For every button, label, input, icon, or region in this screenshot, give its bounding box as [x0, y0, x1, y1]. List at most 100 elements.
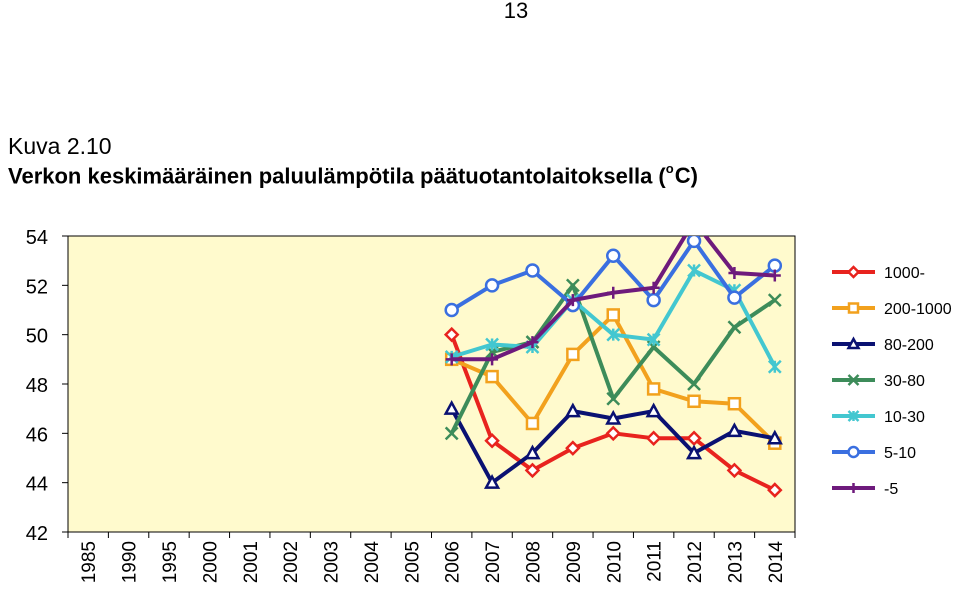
data-point — [847, 445, 860, 459]
legend-item: 80-200 — [832, 336, 934, 354]
legend-label: 10-30 — [884, 409, 925, 426]
x-tick-label: 1995 — [160, 541, 181, 583]
series-80-200 — [443, 400, 783, 489]
y-tick-label: 46 — [26, 424, 48, 446]
data-point — [686, 236, 702, 249]
data-point — [727, 290, 742, 305]
data-point — [727, 396, 742, 411]
data-point — [526, 336, 539, 349]
data-point — [846, 265, 861, 279]
data-point — [443, 326, 460, 343]
data-point — [605, 409, 622, 425]
data-point — [726, 422, 743, 438]
data-point — [443, 400, 460, 415]
data-point — [646, 382, 661, 396]
data-point — [483, 474, 501, 489]
data-point — [645, 402, 662, 418]
legend-label: 1000- — [884, 265, 925, 282]
data-point — [607, 286, 620, 299]
legend-item: 30-80 — [832, 373, 925, 390]
legend-label: 200-1000 — [884, 301, 952, 318]
data-point — [846, 336, 861, 350]
x-tick-label: 1990 — [120, 541, 141, 583]
legend-label: -5 — [884, 481, 898, 498]
data-point — [525, 416, 540, 431]
x-tick-label: 2013 — [725, 541, 746, 583]
legend-label: 80-200 — [884, 337, 934, 354]
series-5-10 — [444, 236, 783, 318]
data-point — [606, 391, 621, 406]
data-point — [605, 425, 622, 442]
data-point — [645, 430, 662, 447]
legend-label: 5-10 — [884, 445, 916, 462]
data-point — [687, 263, 701, 278]
data-point — [484, 432, 500, 449]
data-point — [847, 302, 860, 314]
figure-label: Kuva 2.10 — [8, 133, 112, 159]
data-point — [525, 263, 540, 278]
data-point — [847, 374, 860, 386]
data-point — [484, 278, 500, 293]
axes: 42 44 46 48 50 52 54 1985 1990 1995 2000 2001 2002 20… — [26, 227, 796, 584]
chart-title-degree: o — [665, 161, 674, 176]
data-point — [524, 462, 541, 479]
series-layer — [443, 215, 783, 498]
x-tick-label: 2004 — [362, 541, 383, 584]
series-1000- — [443, 326, 783, 498]
chart-title-unit: C) — [674, 163, 698, 189]
x-tick-label: 2005 — [402, 541, 423, 583]
x-tick-label: 2002 — [281, 541, 302, 583]
data-point — [524, 444, 541, 460]
x-tick-label: 2009 — [564, 541, 585, 583]
data-point — [848, 483, 859, 493]
y-tick-label: 52 — [26, 276, 48, 298]
x-tick-label: 2003 — [322, 541, 343, 583]
data-point — [566, 294, 579, 307]
data-point — [687, 377, 701, 391]
legend-item: 200-1000 — [832, 301, 952, 318]
legend-item: 5-10 — [832, 445, 916, 462]
series--5 — [445, 215, 781, 366]
data-point — [444, 426, 459, 441]
y-tick-label: 48 — [26, 375, 48, 397]
data-point — [687, 394, 701, 409]
data-point — [767, 482, 783, 498]
data-point — [606, 327, 621, 342]
legend: 1000- 200-1000 80-200 30-80 10-30 5-10 -5 — [832, 265, 952, 498]
chart-title: Verkon keskimääräinen paluulämpötila pää… — [8, 161, 698, 189]
x-tick-label: 2008 — [523, 541, 544, 583]
x-tick-label: 1985 — [79, 541, 100, 583]
x-tick-label: 2007 — [483, 541, 504, 583]
data-point — [606, 248, 621, 263]
data-point — [767, 359, 782, 374]
page-number: 13 — [503, 0, 529, 23]
data-point — [565, 440, 581, 456]
data-point — [686, 430, 702, 447]
x-tick-label: 2011 — [645, 541, 666, 582]
legend-item: 10-30 — [832, 409, 925, 426]
x-tick-label: 2006 — [443, 541, 464, 583]
y-tick-label: 54 — [26, 227, 48, 249]
y-tick-label: 42 — [26, 523, 48, 545]
data-point — [485, 337, 499, 352]
data-point — [847, 410, 860, 422]
data-point — [688, 215, 700, 227]
data-point — [445, 353, 458, 366]
plot-background — [67, 235, 796, 533]
data-point — [768, 269, 781, 282]
legend-label: 30-80 — [884, 373, 925, 390]
data-point — [727, 320, 742, 335]
x-tick-label: 2012 — [685, 541, 706, 583]
x-tick-label: 2014 — [766, 541, 787, 584]
data-point — [646, 292, 661, 308]
x-tick-label: 2010 — [604, 541, 625, 583]
chart-title-main: Verkon keskimääräinen paluulämpötila pää… — [8, 163, 666, 189]
y-tick-label: 44 — [26, 474, 48, 496]
data-point — [647, 281, 660, 294]
data-point — [606, 308, 620, 322]
x-tick-label: 2000 — [200, 541, 221, 583]
data-point — [444, 302, 459, 318]
data-point — [565, 278, 580, 293]
plot-area — [67, 235, 796, 533]
data-point — [728, 267, 741, 279]
